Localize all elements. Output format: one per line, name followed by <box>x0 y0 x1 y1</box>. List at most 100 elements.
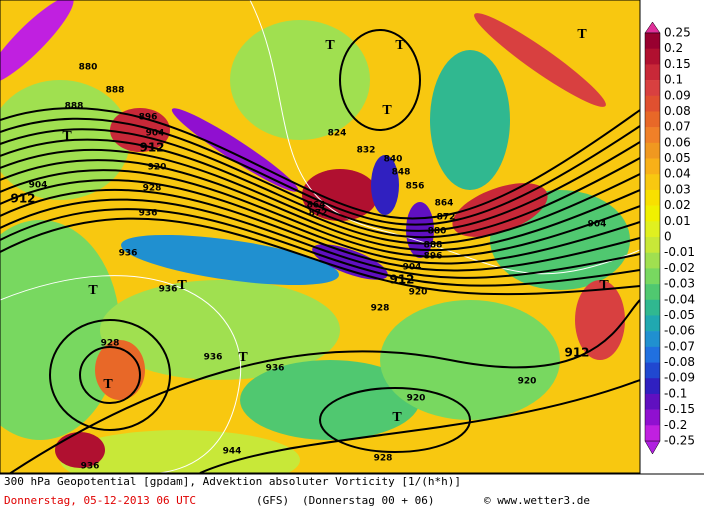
colorbar-label: 0.09 <box>664 88 691 102</box>
colorbar-band <box>645 331 660 348</box>
footer-run: (Donnerstag 00 + 06) <box>302 494 434 507</box>
contour-label: 904 <box>588 220 607 230</box>
map-frame <box>0 0 641 474</box>
colorbar-label: -0.06 <box>664 324 695 338</box>
colorbar-label: -0.2 <box>664 418 687 432</box>
low-marker: T <box>382 103 392 118</box>
colorbar-label: 0.04 <box>664 167 691 181</box>
contour-label: 864 <box>435 199 454 209</box>
map-area: 8808888888969049129209289369049128248328… <box>0 0 640 473</box>
colorbar-label: -0.15 <box>664 402 695 416</box>
zero-line <box>249 0 640 275</box>
contour-label: 904 <box>403 263 422 273</box>
colorbar-label: -0.1 <box>664 386 687 400</box>
colorbar-band <box>645 393 660 410</box>
contour-line <box>0 138 640 239</box>
colorbar-band <box>645 48 660 65</box>
colorbar-label: 0.25 <box>664 26 691 40</box>
map-labels: 8808888888969049129209289369049128248328… <box>10 27 609 471</box>
contour-label: 936 <box>159 285 178 295</box>
contour-line <box>0 169 640 258</box>
colorbar-band <box>645 142 660 159</box>
contour-label: 920 <box>518 377 537 387</box>
colorbar-label: -0.07 <box>664 339 695 353</box>
contour-label: 896 <box>424 252 443 262</box>
colorbar-label: -0.05 <box>664 308 695 322</box>
contour-label: 936 <box>266 364 285 374</box>
contour-label: 904 <box>146 129 165 139</box>
contour-label: 912 <box>564 346 589 360</box>
contour-label: 888 <box>424 241 443 251</box>
contour-line <box>49 319 171 431</box>
contour-label: 840 <box>384 155 403 165</box>
colorbar-band <box>645 237 660 253</box>
colorbar-band <box>645 268 660 285</box>
contour-label: 872 <box>437 213 456 223</box>
low-marker: T <box>395 38 405 53</box>
contour-line <box>0 148 640 245</box>
colorbar-band <box>645 127 660 144</box>
contour-line <box>79 346 141 404</box>
low-marker: T <box>238 350 248 365</box>
colorbar-band <box>645 33 660 49</box>
contour-line <box>0 217 640 296</box>
low-marker: T <box>88 283 98 298</box>
contour-label: 856 <box>406 182 425 192</box>
colorbar-label: 0 <box>664 230 672 244</box>
colorbar-band <box>645 362 660 379</box>
contour-label: 936 <box>139 209 158 219</box>
contour-line <box>0 107 640 220</box>
contour-label: 928 <box>374 454 393 464</box>
low-marker: T <box>599 278 609 293</box>
footer-title: 300 hPa Geopotential [gpdam], Advektion … <box>4 475 461 488</box>
field-blob <box>430 50 510 190</box>
contour-label: 912 <box>10 192 35 206</box>
contour-line <box>339 29 421 131</box>
colorbar-band <box>645 221 660 238</box>
zero-line <box>0 275 242 473</box>
contour-line <box>319 387 471 453</box>
colorbar-band <box>645 174 660 191</box>
colorbar-bottom-arrow <box>644 440 661 455</box>
colorbar-label: -0.09 <box>664 371 695 385</box>
colorbar-label: 0.08 <box>664 104 691 118</box>
field-blob <box>121 234 339 286</box>
contour-line <box>0 198 640 279</box>
colorbar-label: -0.01 <box>664 245 695 259</box>
colorbar-frame <box>644 32 661 442</box>
contour-label: 904 <box>29 181 48 191</box>
field-blob <box>171 108 299 192</box>
colorbar-band <box>645 80 660 97</box>
contour-line <box>0 179 640 265</box>
low-marker: T <box>325 38 335 53</box>
field-blob <box>575 280 625 360</box>
field-blob <box>100 280 340 380</box>
colorbar-label: 0.05 <box>664 151 691 165</box>
low-marker: T <box>62 129 72 144</box>
colorbar-label: 0.03 <box>664 182 691 196</box>
contour-label: 928 <box>101 339 120 349</box>
contour-label: 920 <box>148 163 167 173</box>
colorbar-band <box>645 378 660 395</box>
colorbar-label: -0.02 <box>664 261 695 275</box>
colorbar-label: 0.02 <box>664 198 691 212</box>
colorbar-label: 0.01 <box>664 214 691 228</box>
colorbar-band <box>645 158 660 175</box>
contour-line <box>199 379 640 473</box>
contour-line <box>0 208 640 287</box>
contour-line <box>0 117 640 226</box>
contour-label: 936 <box>204 353 223 363</box>
colorbar-top-arrow <box>644 21 661 34</box>
contour-line <box>8 299 640 473</box>
colorbar-band <box>645 425 660 442</box>
contour-line <box>0 159 640 252</box>
field-blob <box>230 20 370 140</box>
field-blob <box>240 360 420 440</box>
footer-credit: © www.wetter3.de <box>484 494 590 507</box>
colorbar-band <box>645 205 660 222</box>
contour-line <box>0 128 640 232</box>
contour-line <box>0 188 640 272</box>
colorbar-label: 0.15 <box>664 57 691 71</box>
low-marker: T <box>177 278 187 293</box>
